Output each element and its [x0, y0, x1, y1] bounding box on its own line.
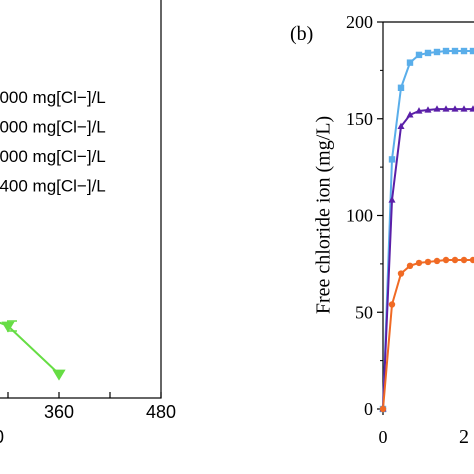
panel-a-series [0, 320, 66, 381]
panel-a-data-point [1, 321, 15, 333]
legend-entry: 2000 mg[Cl−]/L [0, 118, 106, 137]
panel-b: (b) Free chloride ion (mg/L) 05010015020… [290, 12, 474, 448]
panel-b-data-point [406, 111, 414, 118]
panel-a-x-tick-label: 360 [44, 402, 74, 422]
panel-a-legend: 1000 mg[Cl−]/L 2000 mg[Cl−]/L 3000 mg[Cl−]… [0, 88, 106, 196]
panel-b-data-point [397, 84, 405, 91]
legend-entry: 5400 mg[Cl−]/L [0, 177, 106, 196]
panel-a-x-tick-label: 480 [146, 402, 176, 422]
legend-entry: 3000 mg[Cl−]/L [0, 147, 106, 166]
panel-b-data-point [424, 49, 432, 57]
panel-b-label: (b) [290, 23, 313, 45]
panel-b-data-point [415, 259, 423, 267]
panel-b-data-point [433, 48, 441, 56]
panel-b-data-point [469, 47, 474, 55]
panel-b-data-point [415, 107, 423, 114]
panel-b-data-point [469, 105, 474, 112]
panel-b-x-axis-partial-label: 2 [459, 426, 469, 448]
panel-b-series [379, 47, 474, 413]
panel-b-series-line [382, 259, 474, 410]
panel-b-data-point [460, 256, 468, 264]
panel-b-data-point [424, 106, 432, 113]
panel-b-series [379, 105, 474, 412]
panel-b-x-tick-label: 0 [379, 427, 388, 447]
panel-b-y-tick-label: 0 [364, 399, 373, 419]
panel-b-data-point [451, 105, 459, 112]
panel-b-data-point [388, 156, 396, 163]
panel-b-x-axis: 0 [379, 409, 388, 447]
panel-b-data-point [442, 47, 450, 55]
panel-b-data-point [442, 105, 450, 112]
panel-b-data-point [433, 257, 441, 265]
panel-b-y-tick-label: 200 [346, 12, 373, 32]
panel-b-y-tick-label: 150 [346, 109, 373, 129]
panel-b-data-point [424, 258, 432, 266]
panel-b-y-axis-label: Free chloride ion (mg/L) [313, 116, 335, 314]
panel-b-y-tick-label: 50 [355, 302, 373, 322]
panel-b-data-point [451, 256, 459, 264]
panel-b-data-point [415, 51, 423, 59]
panel-b-series [379, 47, 474, 413]
panel-b-data-point [406, 262, 414, 270]
panel-b-data-point [433, 105, 441, 112]
panel-b-series-line [382, 50, 474, 410]
panel-b-y-axis: 0 50 100 150 200 [346, 12, 383, 419]
panel-b-data-point [460, 47, 468, 55]
panel-b-data-point [388, 301, 396, 308]
panel-b-data-point [469, 256, 474, 264]
panel-b-data-point [397, 270, 405, 277]
panel-b-y-tick-label: 100 [346, 206, 373, 226]
panel-b-data-point [388, 196, 396, 203]
panel-b-data-point [460, 105, 468, 112]
panel-b-series [379, 256, 474, 413]
panel-b-data-point [406, 59, 414, 66]
panel-b-data-point [442, 256, 450, 264]
panel-b-data-point [451, 47, 459, 55]
panel-a: 360 480 0 1000 mg[Cl−]/L 2000 mg[Cl−]/L 300… [0, 0, 176, 447]
panel-a-frame [0, 0, 162, 399]
panel-b-data-point [397, 122, 405, 130]
panel-a-series-line [0, 321, 60, 375]
panel-a-x-axis: 360 480 [7, 392, 176, 422]
panel-a-data-point [52, 369, 66, 381]
panel-a-x-axis-partial-label: 0 [0, 427, 4, 447]
panel-b-data-point [379, 405, 387, 413]
legend-entry: 1000 mg[Cl−]/L [0, 88, 106, 107]
